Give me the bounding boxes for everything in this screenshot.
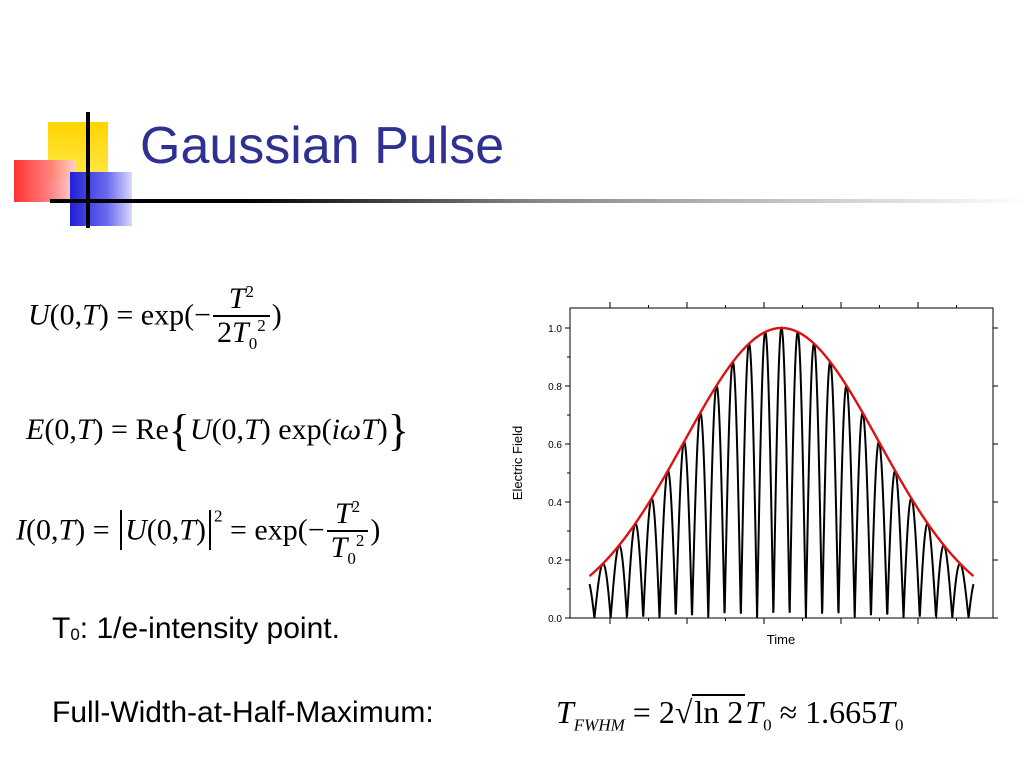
y-tick-label: 1.0 bbox=[548, 324, 562, 335]
fraction: T2 T02 bbox=[326, 498, 369, 567]
series-envelope bbox=[588, 326, 975, 577]
y-tick-label: 0.4 bbox=[548, 498, 562, 509]
slide-title: Gaussian Pulse bbox=[140, 117, 505, 175]
equation-intensity: I(0,T) = U(0,T) 2 = exp(− T2 T02) bbox=[16, 497, 381, 568]
fwhm-label: Full-Width-at-Half-Maximum: bbox=[52, 696, 434, 729]
equation-electric-field: E(0,T) = Re{U(0,T) exp(iωT)} bbox=[26, 406, 409, 455]
plot-frame bbox=[569, 307, 994, 619]
y-axis-label: Electric Field bbox=[510, 426, 525, 500]
decor-red-square bbox=[14, 160, 76, 202]
t0-definition: T0: 1/e-intensity point. bbox=[52, 612, 340, 645]
y-tick-label: 0.6 bbox=[548, 440, 562, 451]
chart-svg: 0.0 0.2 0.4 0.6 0.8 1.0 Time Electric Field bbox=[510, 302, 998, 647]
gaussian-pulse-chart: 0.0 0.2 0.4 0.6 0.8 1.0 Time Electric Field bbox=[500, 300, 1010, 660]
decor-vertical-line bbox=[86, 112, 90, 228]
title-underline bbox=[50, 199, 1024, 203]
series-electric-field bbox=[588, 326, 975, 620]
x-axis-label: Time bbox=[767, 632, 795, 647]
y-tick-label: 0.2 bbox=[548, 556, 562, 567]
fraction: T2 2T02 bbox=[213, 283, 270, 352]
equation-envelope: U(0,T) = exp(− T2 2T02) bbox=[28, 282, 282, 353]
equation-fwhm: TFWHM = 2√ln 2T0 ≈ 1.665T0 bbox=[556, 694, 904, 735]
y-tick-label: 0.0 bbox=[548, 614, 562, 625]
y-tick-label: 0.8 bbox=[548, 382, 562, 393]
